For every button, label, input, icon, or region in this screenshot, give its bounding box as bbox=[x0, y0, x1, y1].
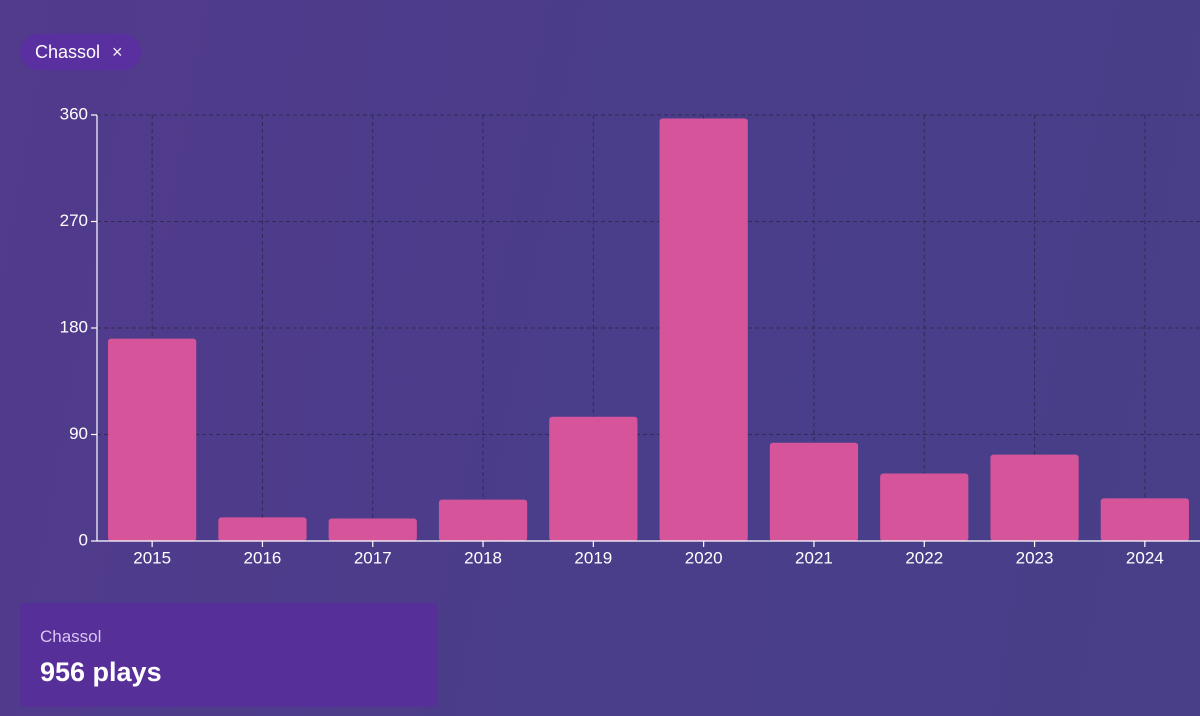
x-tick-label: 2021 bbox=[795, 548, 833, 567]
bar bbox=[769, 442, 859, 541]
y-tick-label: 90 bbox=[69, 424, 88, 443]
bar bbox=[438, 499, 528, 541]
chart: 0 90 180 270 360 2015 2016 2017 2018 2019 2020 2021… bbox=[60, 104, 1200, 567]
bar bbox=[218, 517, 307, 541]
bar bbox=[1100, 498, 1189, 541]
x-tick-label: 2018 bbox=[464, 548, 502, 567]
chip-label: Chassol bbox=[35, 41, 101, 62]
x-tick-label: 2016 bbox=[244, 548, 282, 567]
x-tick-label: 2024 bbox=[1126, 548, 1164, 567]
y-tick-label: 270 bbox=[60, 211, 88, 230]
bar bbox=[108, 338, 197, 541]
x-tick-label: 2022 bbox=[905, 548, 943, 567]
bar bbox=[659, 118, 748, 542]
x-tick-label: 2019 bbox=[574, 548, 612, 567]
bar bbox=[328, 518, 417, 541]
summary-label: Chassol bbox=[40, 627, 102, 646]
y-tick-label: 0 bbox=[79, 530, 88, 549]
x-tick-label: 2017 bbox=[354, 548, 392, 567]
summary-value: 956 plays bbox=[40, 657, 162, 687]
filter-chip[interactable]: Chassol × bbox=[20, 34, 141, 70]
chip-close[interactable]: × bbox=[112, 41, 123, 62]
y-tick-label: 180 bbox=[60, 317, 88, 336]
bar bbox=[990, 454, 1079, 541]
summary-card: Chassol 956 plays bbox=[20, 603, 438, 707]
x-tick-label: 2020 bbox=[685, 548, 723, 567]
x-tick-label: 2023 bbox=[1016, 548, 1054, 567]
y-tick-label: 360 bbox=[60, 104, 88, 123]
bar bbox=[880, 473, 969, 541]
bar bbox=[549, 416, 638, 541]
x-tick-label: 2015 bbox=[133, 548, 171, 567]
